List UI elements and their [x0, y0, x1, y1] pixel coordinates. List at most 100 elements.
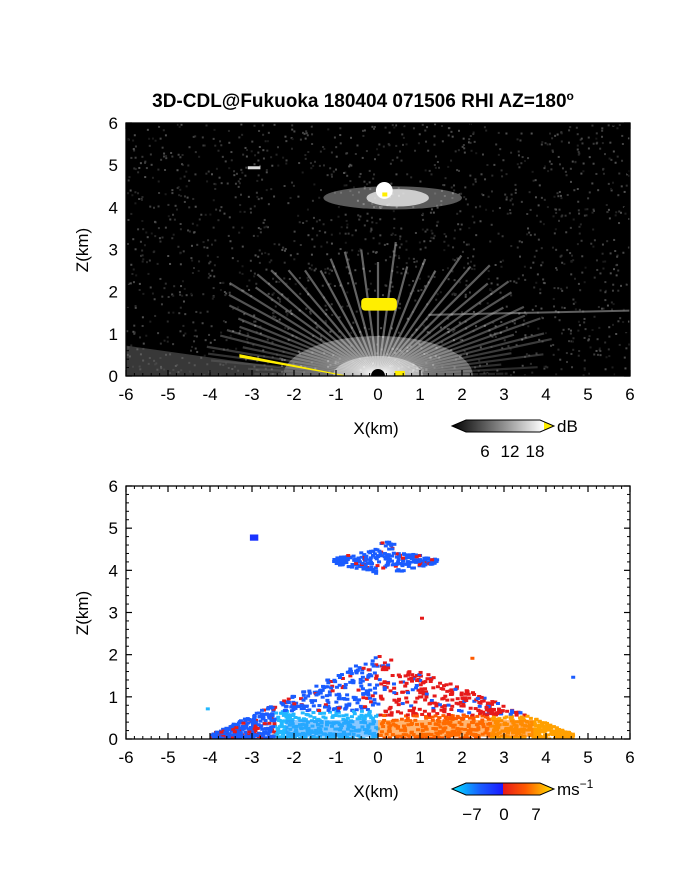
velocity-pixel — [230, 724, 235, 728]
velocity-pixel — [290, 704, 295, 708]
noise-speck — [337, 361, 340, 364]
noise-speck — [358, 218, 361, 221]
velocity-pixel — [356, 558, 361, 562]
noise-speck — [333, 284, 336, 287]
noise-speck — [268, 282, 271, 285]
colorbar-tick-label: 7 — [531, 805, 540, 824]
noise-speck — [405, 240, 408, 243]
velocity-pixel — [322, 686, 327, 690]
velocity-pixel — [389, 711, 394, 715]
noise-speck — [262, 157, 265, 160]
noise-speck — [362, 267, 365, 270]
noise-speck — [331, 175, 334, 178]
noise-speck — [558, 190, 561, 193]
noise-speck — [230, 159, 233, 162]
noise-speck — [170, 151, 173, 154]
noise-speck — [349, 190, 352, 193]
noise-speck — [505, 196, 508, 199]
noise-speck — [369, 282, 372, 285]
velocity-pixel — [382, 688, 387, 692]
noise-speck — [591, 182, 594, 185]
noise-speck — [423, 286, 426, 289]
noise-speck — [386, 353, 389, 356]
velocity-pixel — [427, 712, 432, 716]
noise-speck — [412, 206, 415, 209]
noise-speck — [480, 173, 483, 176]
velocity-pixel — [382, 736, 387, 739]
velocity-pixel — [413, 735, 418, 739]
noise-speck — [171, 293, 174, 296]
noise-speck — [429, 211, 432, 214]
noise-speck — [293, 258, 296, 261]
noise-speck — [426, 126, 429, 129]
noise-speck — [256, 195, 259, 198]
velocity-pixel — [413, 553, 418, 557]
noise-speck — [447, 244, 450, 247]
noise-speck — [515, 343, 518, 346]
noise-speck — [409, 292, 412, 295]
noise-speck — [572, 337, 575, 340]
noise-speck — [443, 325, 446, 328]
noise-speck — [388, 144, 391, 147]
noise-speck — [339, 248, 342, 251]
noise-speck — [271, 293, 274, 296]
velocity-pixel — [465, 714, 470, 718]
noise-speck — [139, 162, 142, 165]
noise-speck — [561, 214, 564, 217]
noise-speck — [346, 174, 349, 177]
noise-speck — [212, 226, 215, 229]
noise-speck — [387, 143, 390, 146]
noise-speck — [324, 319, 327, 322]
velocity-pixel — [396, 699, 401, 703]
velocity-pixel — [432, 557, 437, 561]
velocity-pixel — [500, 709, 505, 713]
noise-speck — [242, 289, 245, 292]
noise-speck — [214, 187, 217, 190]
velocity-pixel — [241, 721, 246, 725]
velocity-pixel — [429, 699, 434, 703]
noise-speck — [604, 341, 607, 344]
noise-speck — [263, 226, 266, 229]
velocity-pixel — [380, 541, 385, 545]
velocity-pixel — [351, 709, 356, 713]
velocity-pixel — [418, 561, 423, 565]
velocity-pixel — [267, 721, 272, 725]
velocity-pixel — [307, 689, 312, 693]
noise-speck — [580, 137, 583, 140]
velocity-pixel — [513, 735, 518, 739]
noise-speck — [567, 328, 570, 331]
noise-speck — [540, 247, 543, 250]
noise-speck — [590, 242, 593, 245]
noise-speck — [511, 320, 514, 323]
noise-speck — [298, 221, 301, 224]
velocity-pixel — [238, 719, 243, 723]
noise-speck — [194, 173, 197, 176]
velocity-pixel — [367, 696, 372, 700]
noise-speck — [332, 265, 335, 268]
noise-speck — [147, 272, 150, 275]
velocity-pixel — [485, 716, 490, 720]
noise-speck — [490, 223, 493, 226]
noise-speck — [324, 271, 327, 274]
velocity-pixel — [332, 560, 337, 564]
noise-speck — [459, 228, 462, 231]
noise-speck — [628, 174, 630, 177]
noise-speck — [375, 343, 378, 346]
noise-speck — [331, 269, 334, 272]
velocity-pixel — [226, 728, 231, 732]
noise-speck — [442, 268, 445, 271]
noise-speck — [509, 348, 512, 351]
velocity-pixel — [382, 551, 387, 555]
noise-speck — [151, 292, 154, 295]
velocity-pixel — [509, 716, 514, 720]
noise-speck — [350, 331, 353, 334]
noise-speck — [161, 146, 164, 149]
noise-speck — [301, 131, 304, 134]
noise-speck — [326, 267, 329, 270]
noise-speck — [220, 206, 223, 209]
beam-ray — [377, 317, 541, 376]
noise-speck — [592, 208, 595, 211]
velocity-pixel — [414, 683, 419, 687]
noise-speck — [149, 153, 152, 156]
velocity-x-axis: -6 -5 -4 -3 -2 -1 0 1 2 3 4 5 6 — [118, 486, 635, 767]
